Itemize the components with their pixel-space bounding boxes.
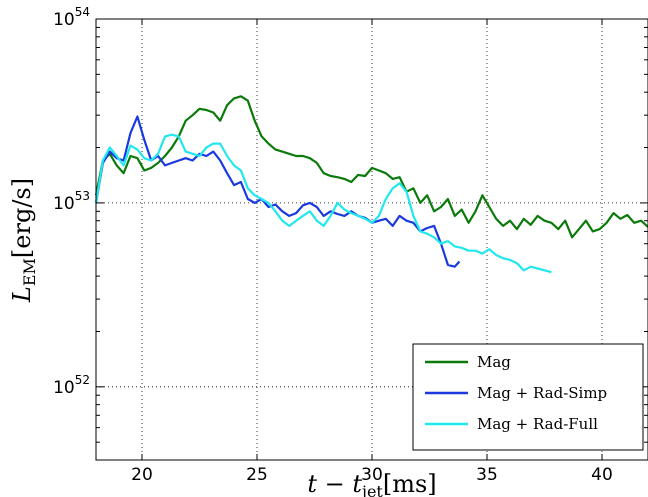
y-axis-label-main: L [8,286,36,303]
legend: Mag Mag + Rad-Simp Mag + Rad-Full [412,343,644,451]
series-line-3 [94,133,552,274]
series-line-1 [94,95,648,239]
y-axis-label: LEM[erg/s] [8,178,39,303]
series-line-2 [94,115,461,268]
x-tick-label: 35 [476,465,498,485]
y-tick-base: 10 [53,378,75,398]
x-axis-label: t − tjet[ms] [307,470,436,497]
x-tick-label: 30 [361,465,383,485]
y-tick-exponent: 54 [75,5,90,19]
y-axis-label-unit: [erg/s] [8,178,36,258]
y-tick-label: 1054 [53,5,90,30]
x-axis-label-main: t − t [307,470,362,497]
x-axis-label-unit: [ms] [383,470,437,497]
x-axis-label-sub: jet [360,482,383,497]
series-lines [94,95,648,274]
x-tick-label: 20 [131,465,153,485]
y-axis-label-sub: EM [20,258,39,286]
y-tick-base: 10 [53,10,75,30]
legend-label: Mag + Rad-Full [477,415,598,433]
y-tick-exponent: 53 [75,189,90,203]
y-tick-label: 1052 [53,373,90,398]
legend-label: Mag [477,353,511,371]
y-tick-label: 1053 [53,189,90,214]
x-tick-label: 40 [591,465,613,485]
legend-label: Mag + Rad-Simp [477,384,607,402]
x-tick-label: 25 [246,465,268,485]
y-tick-exponent: 52 [75,373,90,387]
y-tick-base: 10 [53,194,75,214]
